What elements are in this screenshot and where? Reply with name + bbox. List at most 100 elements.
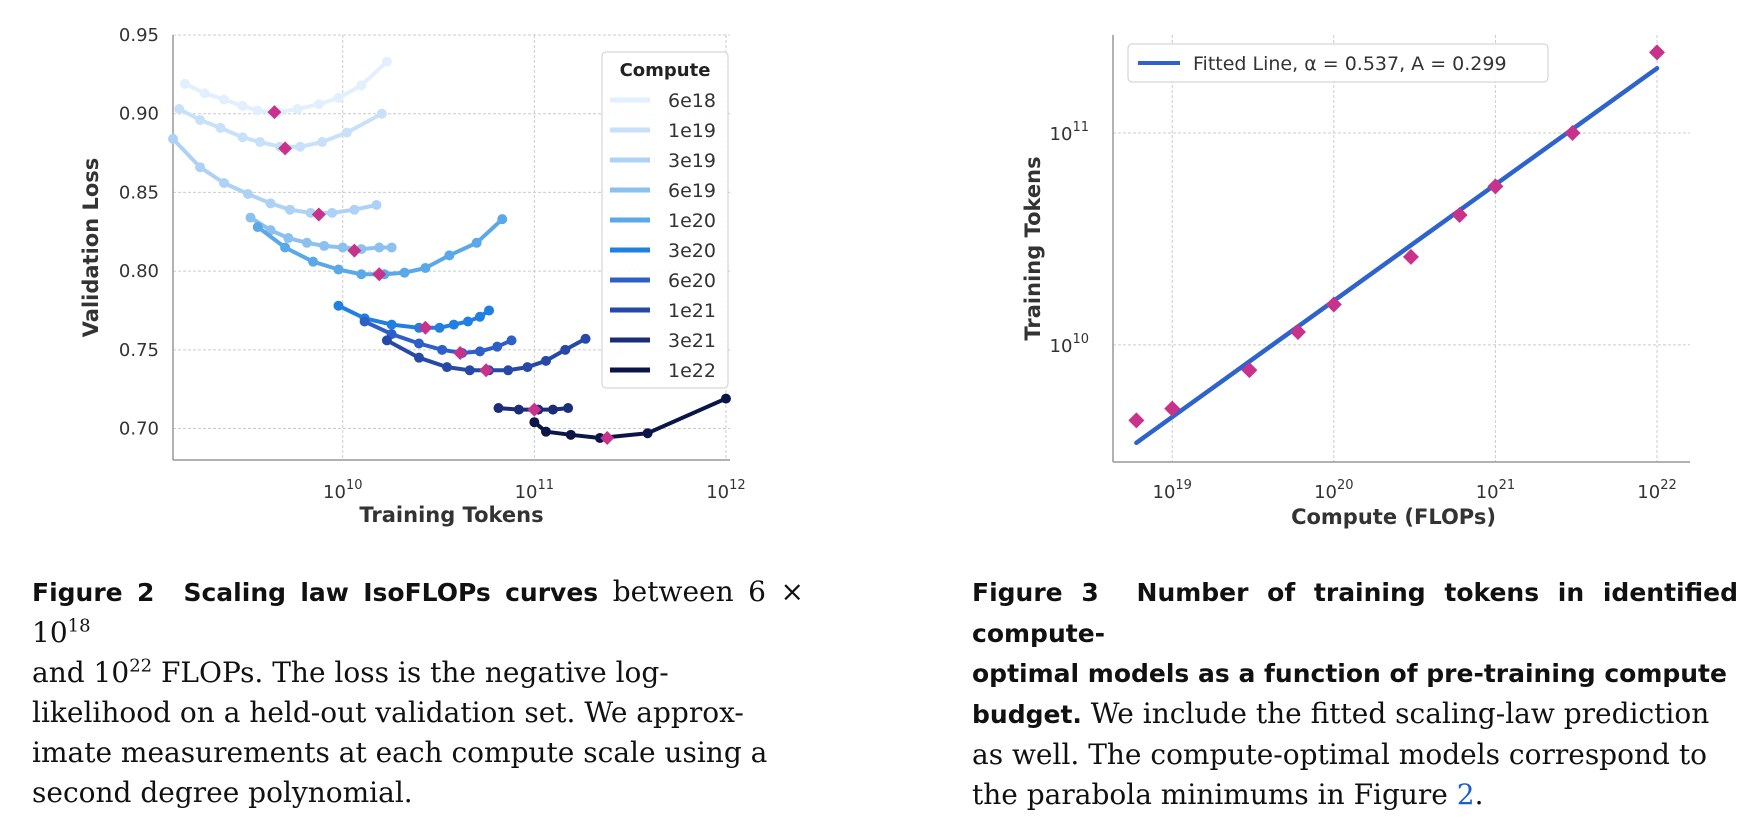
data-point	[292, 103, 303, 114]
data-point	[283, 233, 294, 244]
data-point	[720, 393, 731, 404]
data-point	[381, 335, 392, 346]
legend: Compute 6e18 1e19 3e19 6e19 1e20 3e20 6e20 1e21 3…	[601, 51, 729, 389]
figure-3-title-cont: optimal models as a function of pre-trai…	[972, 659, 1727, 688]
legend-label: 1e21	[668, 300, 716, 322]
optimal-point	[1325, 296, 1342, 313]
data-point	[474, 311, 485, 322]
data-point	[333, 92, 344, 103]
x-tick-label: 1010	[323, 478, 362, 503]
data-point	[386, 319, 397, 330]
data-point	[464, 365, 475, 376]
data-point	[540, 426, 551, 437]
data-point	[252, 105, 263, 116]
legend-label: 1e20	[668, 210, 716, 232]
caption-sup: 18	[67, 615, 91, 637]
data-point	[317, 137, 328, 148]
caption-text: the parabola minimums in Figure	[972, 778, 1448, 811]
figure-2-link[interactable]: 2	[1456, 778, 1475, 811]
optimal-point	[1402, 248, 1419, 265]
data-point	[168, 133, 178, 144]
figure-2-label: Figure 2	[32, 578, 155, 607]
data-point	[280, 242, 291, 253]
caption-sup: 22	[129, 655, 153, 677]
data-point	[414, 338, 425, 349]
optimal-point	[1241, 362, 1258, 379]
minimum-marker	[311, 207, 326, 222]
data-point	[448, 319, 459, 330]
data-point	[386, 242, 397, 253]
y-tick-label: 0.75	[119, 340, 159, 361]
data-point	[333, 300, 344, 311]
data-point	[642, 428, 653, 439]
data-point	[547, 404, 558, 415]
data-point	[381, 56, 392, 67]
data-point	[437, 344, 448, 355]
data-point	[414, 352, 425, 363]
data-point	[503, 365, 514, 376]
optimal-point	[1289, 323, 1306, 340]
data-point	[245, 212, 256, 223]
isoflops-chart: 0.95 0.90 0.85 0.80 0.75 0.70 1010 1011 1012 Trai…	[79, 25, 746, 527]
data-point	[420, 262, 431, 273]
data-point	[399, 267, 410, 278]
data-point	[444, 250, 455, 261]
data-point	[219, 177, 230, 188]
data-point	[441, 362, 452, 373]
data-point	[337, 242, 348, 253]
data-point	[580, 333, 591, 344]
data-point	[252, 222, 263, 233]
minimum-marker	[479, 363, 494, 378]
y-tick-label: 1010	[1050, 332, 1089, 357]
caption-text: between 6 × 10	[32, 575, 804, 649]
data-point	[434, 322, 445, 333]
data-point	[237, 132, 248, 143]
data-point	[492, 341, 503, 352]
optimal-point	[1164, 400, 1181, 417]
series-line-1e22	[532, 396, 728, 440]
data-point	[540, 355, 551, 366]
data-point	[497, 214, 508, 225]
caption-text: .	[1474, 778, 1484, 811]
y-tick-label: 1011	[1050, 120, 1089, 145]
y-tick-label: 0.70	[119, 419, 159, 440]
caption-text: likelihood on a held-out validation set.…	[32, 696, 744, 729]
data-point	[242, 188, 253, 199]
x-tick-label: 1011	[515, 478, 554, 503]
caption-text: imate measurements at each compute scale…	[32, 736, 768, 769]
legend-label: 6e18	[668, 90, 716, 112]
data-point	[199, 88, 210, 99]
data-point	[265, 198, 276, 209]
data-point	[522, 362, 533, 373]
data-point	[513, 404, 524, 415]
legend-label: 6e19	[668, 180, 716, 202]
minimum-marker	[278, 141, 293, 156]
x-tick-label: 1021	[1476, 478, 1515, 503]
legend-label: Fitted Line, α = 0.537, A = 0.299	[1193, 53, 1507, 75]
data-point	[195, 115, 206, 125]
caption-text: second degree polynomial.	[32, 776, 413, 809]
data-point	[529, 417, 540, 428]
data-point	[493, 403, 504, 414]
data-point	[327, 207, 338, 218]
y-axis-label: Validation Loss	[79, 158, 103, 338]
legend-box	[1127, 43, 1549, 83]
data-point	[563, 403, 574, 414]
data-point	[219, 94, 230, 105]
optimal-point	[1649, 44, 1666, 61]
data-point	[349, 204, 360, 215]
series-line-3e19	[171, 136, 379, 215]
series-line-1e19	[177, 107, 384, 149]
optimal-point	[1128, 412, 1145, 429]
data-point	[313, 99, 324, 110]
figure-2-title: Scaling law IsoFLOPs curves	[183, 578, 599, 607]
data-point	[255, 137, 266, 148]
figure-3-label: Figure 3	[972, 578, 1099, 607]
minimum-marker	[453, 345, 468, 360]
minimum-marker	[418, 320, 433, 335]
data-point	[594, 432, 605, 443]
y-tick-label: 0.80	[119, 261, 159, 282]
x-axis-label: Compute (FLOPs)	[1291, 505, 1496, 529]
optimal-point	[1564, 124, 1581, 141]
optimal-point	[1487, 178, 1504, 195]
